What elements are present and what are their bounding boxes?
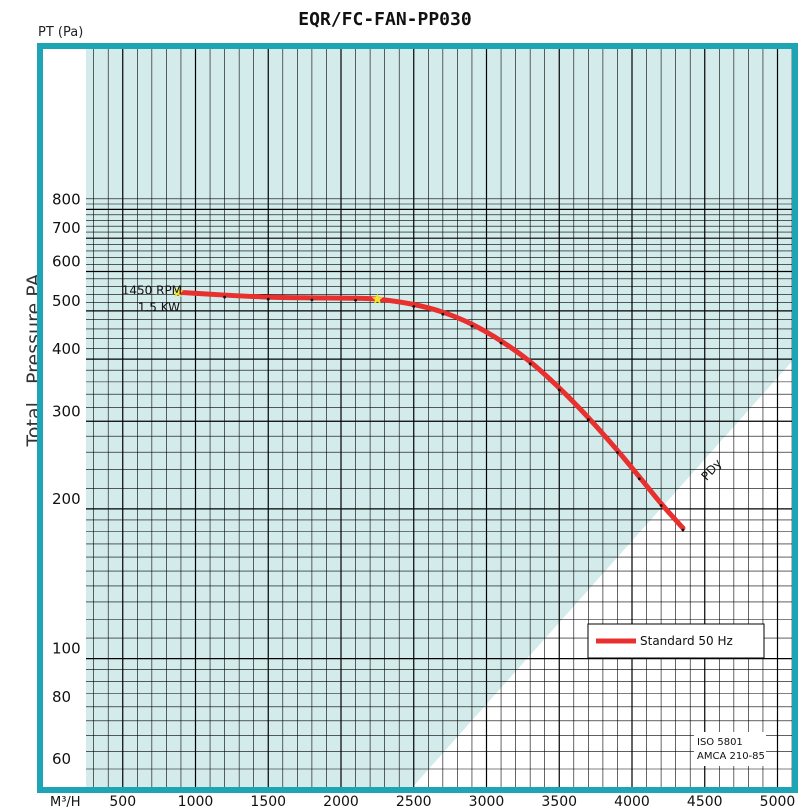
rpm-annotation: 1450 RPM: [122, 283, 182, 297]
legend: Standard 50 Hz: [587, 623, 765, 659]
series-point: [354, 298, 357, 302]
y-tick-labels: 60 80 100 200 300 400 500 600 700 800: [52, 190, 81, 768]
series-point: [586, 418, 590, 422]
y-tick-label: 300: [52, 402, 81, 420]
series-point: [681, 528, 685, 532]
x-axis-unit: M³/H: [50, 795, 81, 810]
x-tick-label: 500: [109, 794, 136, 810]
standard-iso: ISO 5801: [697, 737, 743, 748]
y-tick-label: 400: [52, 340, 81, 358]
series-point: [266, 297, 270, 301]
x-tick-label: 2000: [323, 794, 359, 810]
series-point: [412, 305, 416, 308]
chart-frame: [37, 43, 798, 793]
y-tick-label: 200: [52, 490, 81, 508]
series-point: [637, 477, 641, 481]
y-tick-label: 100: [52, 640, 81, 658]
standards-box-bg: [694, 732, 766, 766]
standard-amca: AMCA 210-85: [697, 751, 765, 762]
y-unit-label: PT (Pa): [38, 25, 83, 40]
y-tick-label: 500: [52, 292, 81, 310]
series-point: [528, 362, 532, 366]
series-standard-50hz: [175, 289, 686, 531]
grid: [86, 46, 795, 790]
series-point: [659, 504, 663, 507]
y-tick-label: 800: [52, 190, 81, 208]
standards-box: ISO 5801 AMCA 210-85: [694, 732, 766, 766]
series-point: [223, 295, 227, 299]
operating-point-markers: [172, 286, 384, 304]
x-tick-labels: 5001000150020002500300035004000450050005…: [109, 794, 796, 810]
y-tick-label: 80: [52, 688, 71, 706]
series-point: [499, 341, 503, 345]
x-tick-label: 4500: [687, 794, 723, 810]
pdy-shaded-region: [86, 46, 795, 790]
operating-point-marker: [172, 286, 184, 298]
y-tick-label: 600: [52, 253, 81, 271]
x-tick-label: 3000: [469, 794, 505, 810]
operating-point-marker: [371, 293, 384, 304]
series-point: [470, 324, 474, 328]
x-tick-label: 1000: [178, 794, 214, 810]
x-tick-label: 1500: [250, 794, 286, 810]
x-tick-label: 5000: [760, 794, 796, 810]
series-point: [310, 298, 314, 302]
chart-title: EQR/FC-FAN-PP030: [298, 9, 471, 30]
series-point: [557, 388, 561, 392]
power-annotation: 1.5 KW: [138, 300, 180, 314]
x-tick-label: 3500: [541, 794, 577, 810]
x-tick-label: 4000: [614, 794, 650, 810]
series-point: [441, 312, 445, 316]
legend-box: [587, 623, 765, 659]
y-tick-label: 60: [52, 750, 71, 768]
y-tick-label: 700: [52, 219, 81, 237]
legend-label: Standard 50 Hz: [640, 634, 733, 648]
x-tick-label: 2500: [396, 794, 432, 810]
series-point: [616, 451, 619, 454]
